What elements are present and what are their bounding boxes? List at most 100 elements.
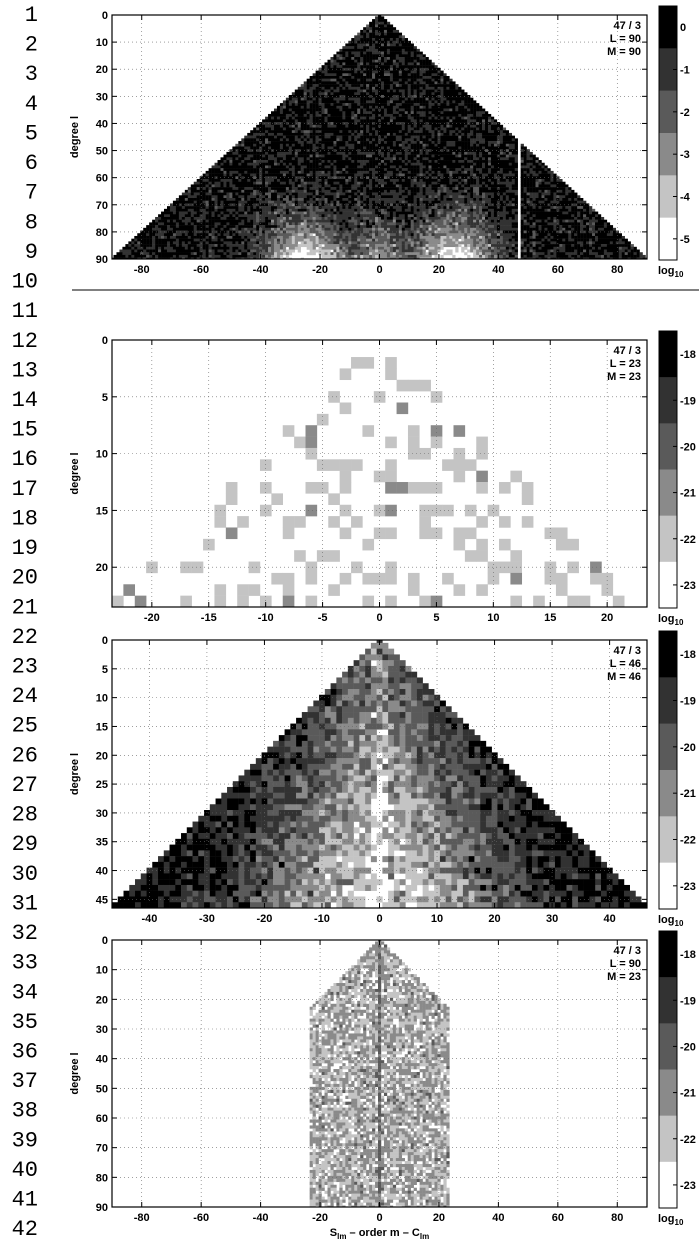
heatmap-cell <box>345 189 349 193</box>
heatmap-cell <box>220 189 224 193</box>
heatmap-cell <box>455 124 459 128</box>
heatmap-cell <box>348 157 352 161</box>
heatmap-cell <box>229 179 233 182</box>
heatmap-cell <box>490 135 495 139</box>
heatmap-cell <box>476 187 480 191</box>
heatmap-cell <box>479 187 483 191</box>
heatmap-cell <box>476 157 480 161</box>
heatmap-cell <box>378 43 382 47</box>
heatmap-cell <box>395 89 400 93</box>
heatmap-cell <box>505 135 510 139</box>
heatmap-cell <box>505 179 510 182</box>
heatmap-cell <box>351 38 355 41</box>
heatmap-cell <box>321 165 325 169</box>
heatmap-cell <box>392 192 397 196</box>
heatmap-cell <box>363 143 367 147</box>
heatmap-cell <box>351 84 355 88</box>
heatmap-cell <box>369 40 373 44</box>
heatmap-cell <box>476 111 480 115</box>
heatmap-cell <box>455 184 459 188</box>
heatmap-cell <box>386 162 391 166</box>
heatmap-cell <box>372 92 376 96</box>
heatmap-cell <box>514 138 518 142</box>
heatmap-cell <box>386 160 391 163</box>
heatmap-cell <box>333 143 337 147</box>
heatmap-cell <box>413 70 417 74</box>
heatmap-cell <box>514 189 518 193</box>
heatmap-cell <box>315 132 319 136</box>
heatmap-cell <box>375 89 379 93</box>
heatmap-cell <box>262 149 266 153</box>
heatmap-cell <box>238 143 242 147</box>
heatmap-cell <box>434 89 438 93</box>
heatmap-cell <box>425 124 429 128</box>
heatmap-cell <box>217 165 221 169</box>
heatmap-cell <box>354 168 358 172</box>
heatmap-cell <box>401 111 406 115</box>
heatmap-cell <box>544 192 548 196</box>
heatmap-cell <box>285 151 290 155</box>
heatmap-cell <box>490 179 495 182</box>
heatmap-cell <box>416 76 420 79</box>
heatmap-cell <box>369 97 373 101</box>
heatmap-cell <box>514 157 518 161</box>
heatmap-cell <box>443 170 447 174</box>
heatmap-cell <box>306 127 310 131</box>
heatmap-cell <box>327 203 331 207</box>
heatmap-cell <box>386 97 391 101</box>
heatmap-cell <box>428 78 432 82</box>
heatmap-cell <box>508 198 513 201</box>
heatmap-cell <box>300 160 304 163</box>
heatmap-cell <box>312 113 316 117</box>
heatmap-cell <box>380 92 385 96</box>
heatmap-cell <box>363 146 367 150</box>
heatmap-cell <box>392 81 397 85</box>
heatmap-cell <box>291 187 296 191</box>
heatmap-cell <box>226 192 230 196</box>
heatmap-cell <box>318 132 322 136</box>
heatmap-cell <box>470 130 474 134</box>
heatmap-cell <box>369 149 373 153</box>
heatmap-cell <box>378 35 382 39</box>
line-number: 5 <box>25 121 38 146</box>
heatmap-cell <box>508 187 513 191</box>
heatmap-cell <box>208 170 212 174</box>
heatmap-cell <box>434 151 438 155</box>
heatmap-cell <box>360 146 364 150</box>
heatmap-cell <box>262 157 266 161</box>
heatmap-cell <box>493 132 498 136</box>
heatmap-cell <box>476 154 480 158</box>
heatmap-cell <box>318 135 322 139</box>
heatmap-cell <box>285 162 290 166</box>
heatmap-cell <box>425 187 429 191</box>
heatmap-cell <box>416 146 420 150</box>
heatmap-cell <box>413 192 417 196</box>
heatmap-cell <box>297 157 301 161</box>
heatmap-cell <box>271 189 275 193</box>
heatmap-cell <box>357 157 361 161</box>
heatmap-cell <box>256 198 260 201</box>
heatmap-cell <box>434 70 438 74</box>
heatmap-cell <box>493 135 498 139</box>
heatmap-cell <box>285 138 290 142</box>
heatmap-cell <box>407 195 411 199</box>
heatmap-cell <box>419 103 423 107</box>
heatmap-cell <box>556 179 560 182</box>
heatmap-cell <box>262 119 266 123</box>
heatmap-cell <box>392 127 397 131</box>
heatmap-cell <box>496 127 501 131</box>
heatmap-cell <box>455 198 459 201</box>
heatmap-cell <box>392 151 397 155</box>
heatmap-cell <box>330 65 334 69</box>
heatmap-cell <box>375 200 379 204</box>
heatmap-cell <box>386 187 391 191</box>
heatmap-cell <box>464 97 468 101</box>
heatmap-cell <box>226 157 230 161</box>
heatmap-cell <box>309 195 313 199</box>
heatmap-cell <box>413 151 417 155</box>
heatmap-cell <box>268 203 272 207</box>
heatmap-cell <box>288 157 293 161</box>
heatmap-cell <box>416 138 420 142</box>
heatmap-cell <box>437 154 441 158</box>
heatmap-cell <box>404 100 408 104</box>
